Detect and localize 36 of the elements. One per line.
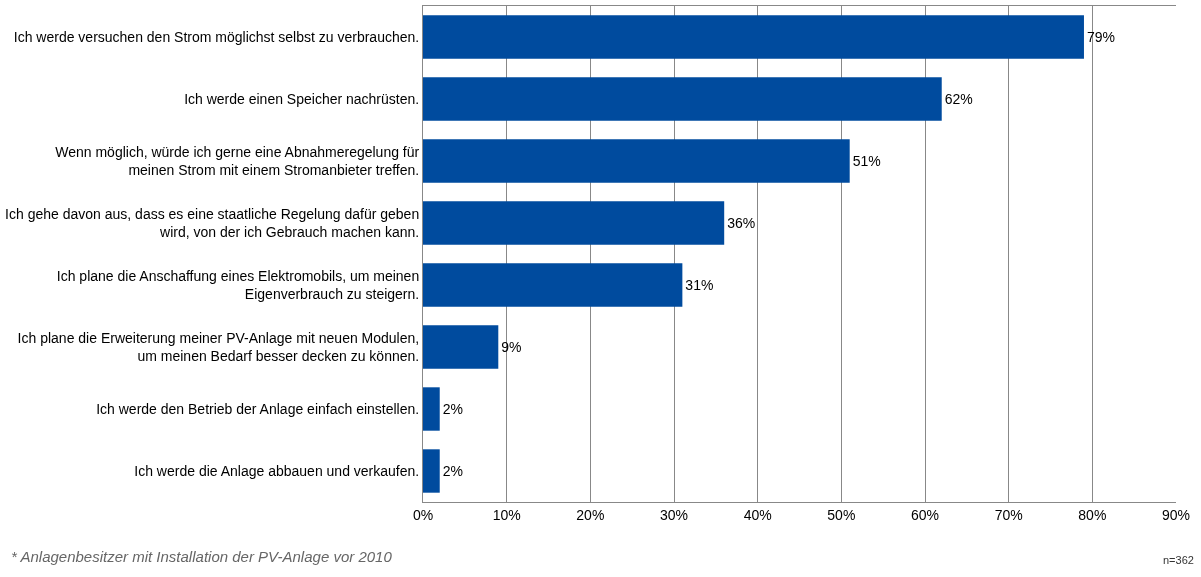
data-label: 31% (685, 277, 714, 293)
y-tick-label: Ich plane die Anschaffung eines Elektromobils, um meinen Eigenverbrauch zu steigern. (56, 267, 420, 302)
bar (423, 77, 942, 121)
text: * Anlagenbesitzer mit Installation der PV-Anlage vor 2010 (11, 548, 393, 565)
x-tick-label: 90% (1161, 506, 1191, 523)
y-tick-label: Ich plane die Erweiterung meiner PV-Anlage mit neuen Modulen, um meinen Bedarf besser decken zu können. (17, 329, 420, 364)
x-tick-label: 50% (827, 506, 856, 523)
data-label: 51% (852, 153, 881, 169)
y-tick-label: Ich werde die Anlage abbauen und verkaufen. (134, 462, 420, 479)
data-label: 2% (442, 401, 463, 417)
bar (423, 15, 1084, 59)
x-tick-label: 20% (576, 506, 605, 523)
y-tick-label: Ich gehe davon aus, dass es eine staatliche Regelung dafür geben wird, von der ich Gebrauch machen kann. (5, 205, 420, 240)
data-label: 79% (1086, 29, 1115, 45)
x-tick-label: 40% (743, 506, 772, 523)
y-tick-label: Ich werde versuchen den Strom möglichst selbst zu verbrauchen. (13, 28, 420, 45)
bar (423, 449, 440, 493)
bar (423, 139, 850, 183)
bar (423, 325, 499, 369)
bar (423, 263, 683, 307)
x-tick-label: 30% (659, 506, 689, 523)
y-tick-label: Ich werde einen Speicher nachrüsten. (184, 90, 420, 107)
y-tick-label: Ich werde den Betrieb der Anlage einfach einstellen. (96, 400, 420, 417)
x-tick-label: 10% (492, 506, 521, 523)
x-tick-label: 0% (412, 506, 434, 523)
data-label: 62% (944, 91, 973, 107)
text: n=362 (1163, 554, 1194, 566)
data-label: 9% (501, 339, 522, 355)
data-label: 36% (727, 215, 756, 231)
x-tick-label: 80% (1078, 506, 1107, 523)
y-tick-label: Wenn möglich, würde ich gerne eine Abnahmeregelung für meinen Strom mit einem Stromanbieter treffen. (55, 143, 420, 178)
bar (423, 201, 725, 245)
bar (423, 387, 440, 431)
x-tick-label: 70% (994, 506, 1023, 523)
x-tick-label: 60% (910, 506, 940, 523)
data-label: 2% (442, 463, 463, 479)
